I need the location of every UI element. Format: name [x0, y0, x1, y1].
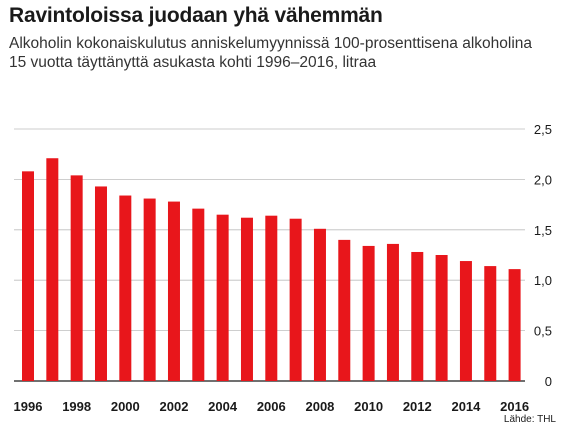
- y-tick-labels: 0 0,5 1,0 1,5 2,0 2,5: [534, 122, 552, 389]
- bar-2012: [411, 251, 424, 381]
- x-tick-label: 2014: [451, 399, 481, 414]
- bar-2004: [216, 214, 229, 381]
- bar-1997: [46, 158, 59, 381]
- y-tick-label: 2,5: [534, 122, 552, 137]
- bar-2003: [192, 208, 205, 381]
- x-tick-label: 1998: [62, 399, 91, 414]
- chart-subtitle: Alkoholin kokonaiskulutus anniskelumyynn…: [9, 35, 533, 71]
- x-tick-labels: 1996 1998 2000 2002 2004 2006 2008 2010 2012 2014…: [14, 399, 530, 414]
- bar-2006: [265, 215, 278, 381]
- bar-2015: [484, 266, 497, 381]
- x-tick-label: 2010: [354, 399, 383, 414]
- bar-2002: [167, 201, 180, 381]
- y-tick-label: 0: [545, 374, 552, 389]
- bar-1999: [94, 186, 107, 381]
- x-tick-label: 2008: [305, 399, 334, 414]
- bar-2016: [508, 269, 521, 381]
- bar-1996: [22, 171, 34, 381]
- x-tick-label: 2004: [208, 399, 238, 414]
- bar-2013: [435, 255, 448, 381]
- bar-2005: [240, 217, 253, 381]
- bar-2010: [362, 245, 375, 381]
- bar-1998: [70, 175, 83, 381]
- y-tick-label: 1,5: [534, 223, 552, 238]
- x-tick-label: 1996: [14, 399, 43, 414]
- bar-2014: [459, 261, 472, 381]
- x-tick-label: 2016: [500, 399, 529, 414]
- chart-title: Ravintoloissa juodaan yhä vähemmän: [9, 4, 383, 27]
- y-tick-label: 1,0: [534, 273, 552, 288]
- bar-2011: [386, 243, 399, 381]
- bars: [22, 158, 521, 381]
- y-tick-label: 0,5: [534, 324, 552, 339]
- x-tick-label: 2000: [111, 399, 140, 414]
- bar-2000: [119, 195, 132, 381]
- bar-2009: [338, 239, 351, 381]
- x-tick-label: 2012: [403, 399, 432, 414]
- source-note: Lähde: THL: [503, 414, 556, 425]
- x-tick-label: 2002: [160, 399, 189, 414]
- y-tick-label: 2,0: [534, 172, 552, 187]
- bar-2008: [313, 228, 326, 381]
- x-tick-label: 2006: [257, 399, 286, 414]
- bar-2007: [289, 218, 302, 381]
- bar-2001: [143, 198, 156, 381]
